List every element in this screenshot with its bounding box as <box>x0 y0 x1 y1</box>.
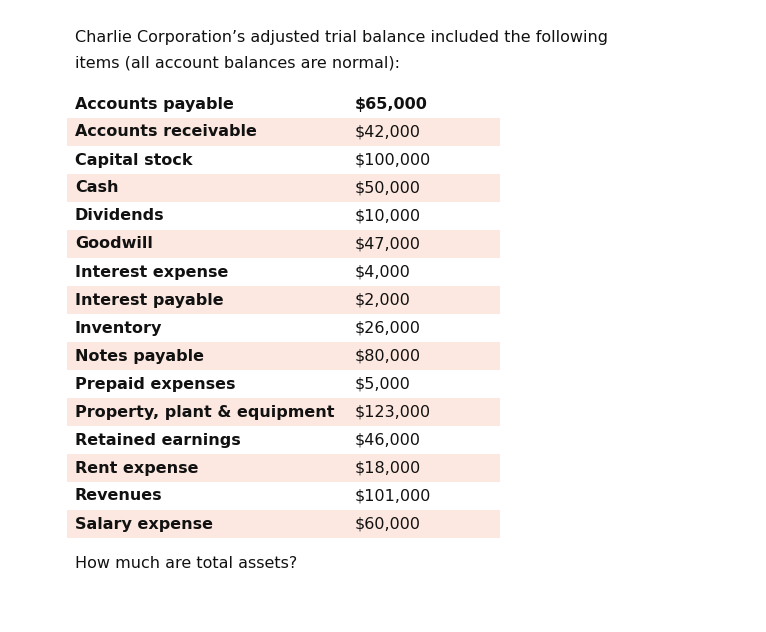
Text: Retained earnings: Retained earnings <box>75 432 241 447</box>
Text: $46,000: $46,000 <box>355 432 421 447</box>
Bar <box>67 454 500 482</box>
Text: $65,000: $65,000 <box>355 97 428 111</box>
Text: Prepaid expenses: Prepaid expenses <box>75 377 235 391</box>
Text: Rent expense: Rent expense <box>75 461 198 475</box>
Text: Goodwill: Goodwill <box>75 236 153 252</box>
Text: Notes payable: Notes payable <box>75 348 204 363</box>
Bar <box>67 174 500 202</box>
Text: $2,000: $2,000 <box>355 293 411 308</box>
Bar <box>67 118 500 146</box>
Text: Accounts payable: Accounts payable <box>75 97 234 111</box>
Bar <box>67 230 500 258</box>
Text: $101,000: $101,000 <box>355 489 431 504</box>
Text: Interest payable: Interest payable <box>75 293 224 308</box>
Bar <box>67 510 500 538</box>
Text: $60,000: $60,000 <box>355 516 421 532</box>
Text: Capital stock: Capital stock <box>75 152 192 167</box>
Bar <box>67 398 500 426</box>
Text: Dividends: Dividends <box>75 209 165 224</box>
Text: Revenues: Revenues <box>75 489 162 504</box>
Text: Interest expense: Interest expense <box>75 265 228 279</box>
Text: Accounts receivable: Accounts receivable <box>75 125 257 140</box>
Text: $5,000: $5,000 <box>355 377 411 391</box>
Text: $123,000: $123,000 <box>355 404 431 420</box>
Text: Inventory: Inventory <box>75 320 162 336</box>
Text: $100,000: $100,000 <box>355 152 431 167</box>
Text: Cash: Cash <box>75 181 119 195</box>
Text: $42,000: $42,000 <box>355 125 421 140</box>
Text: $80,000: $80,000 <box>355 348 421 363</box>
Text: Charlie Corporation’s adjusted trial balance included the following: Charlie Corporation’s adjusted trial bal… <box>75 30 608 45</box>
Text: How much are total assets?: How much are total assets? <box>75 556 297 571</box>
Text: $50,000: $50,000 <box>355 181 421 195</box>
Text: $10,000: $10,000 <box>355 209 421 224</box>
Text: $26,000: $26,000 <box>355 320 421 336</box>
Bar <box>67 342 500 370</box>
Text: Property, plant & equipment: Property, plant & equipment <box>75 404 335 420</box>
Text: $4,000: $4,000 <box>355 265 411 279</box>
Text: $47,000: $47,000 <box>355 236 421 252</box>
Bar <box>67 286 500 314</box>
Text: $18,000: $18,000 <box>355 461 421 475</box>
Text: items (all account balances are normal):: items (all account balances are normal): <box>75 55 400 70</box>
Text: Salary expense: Salary expense <box>75 516 213 532</box>
